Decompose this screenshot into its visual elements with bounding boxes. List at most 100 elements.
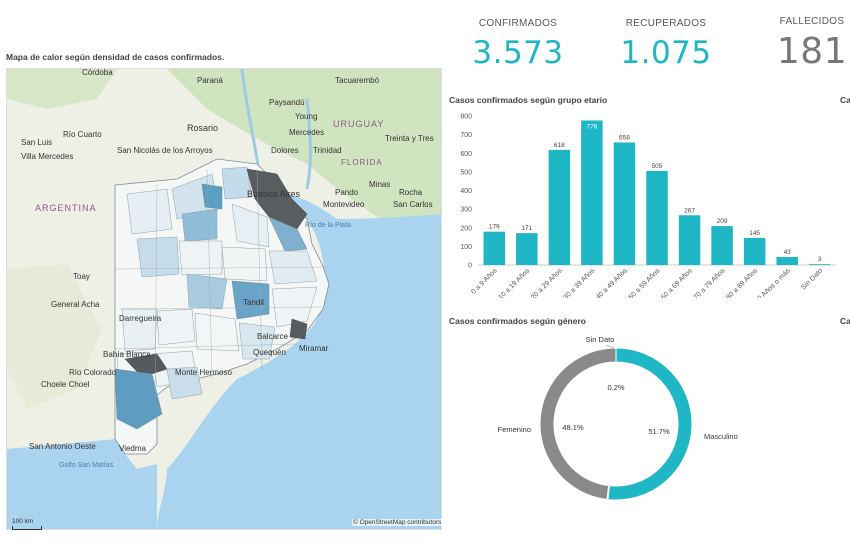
donut-labels: 51.7% 0.2% 48.1% Masculino Sin Dato Femenino xyxy=(498,335,738,441)
green-area-west xyxy=(7,264,102,409)
slice-category-label: Sin Dato xyxy=(586,335,615,344)
bar-11[interactable] xyxy=(808,264,831,265)
map-label-miramar: Miramar xyxy=(299,344,329,353)
bar-y-axis: 0 100 200 300 400 500 600 700 800 xyxy=(460,114,836,270)
map-label-florida: FLORIDA xyxy=(341,158,383,167)
partido[interactable] xyxy=(156,308,196,346)
bar-5[interactable] xyxy=(613,142,636,265)
y-tick-label: 0 xyxy=(468,263,472,270)
partido[interactable] xyxy=(201,183,223,210)
bar-data-label: 179 xyxy=(489,224,500,231)
bar-10[interactable] xyxy=(776,256,798,265)
bar-8[interactable] xyxy=(711,226,733,265)
map-label-buenos-aires: Buenos Aires xyxy=(247,189,301,199)
map-credit[interactable]: © OpenStreetMap contributors xyxy=(352,519,443,526)
map-label-san-carlos: San Carlos xyxy=(393,200,433,209)
kpi-deaths-label: FALLECIDOS xyxy=(779,16,845,27)
partido[interactable] xyxy=(178,240,223,276)
map-label-quequen: Quequén xyxy=(253,348,286,357)
partido[interactable] xyxy=(186,273,228,310)
map-label-dolores: Dolores xyxy=(271,146,299,155)
map-label-general-acha: General Acha xyxy=(51,300,100,309)
map-label-darregueira: Darregueira xyxy=(119,314,162,323)
ocean xyxy=(157,192,441,529)
bar-2[interactable] xyxy=(516,233,538,265)
x-tick-label: 50 a 59 Años xyxy=(628,267,662,298)
partido[interactable] xyxy=(121,308,158,352)
x-tick-label: 90 Años o más xyxy=(754,267,792,298)
partido[interactable] xyxy=(231,280,270,320)
slice-category-label: Femenino xyxy=(498,425,531,434)
golfo-san-matias xyxy=(7,439,157,529)
partido[interactable] xyxy=(231,203,270,248)
bar-3[interactable] xyxy=(548,149,571,265)
bar-1[interactable] xyxy=(483,231,506,265)
map-label-rocha: Rocha xyxy=(399,188,423,197)
clipped-chart-title-top: Ca xyxy=(840,95,850,105)
partido[interactable] xyxy=(194,312,240,352)
donut-slice-1[interactable] xyxy=(607,347,693,501)
map-label-balcarce: Balcarce xyxy=(257,332,289,341)
partido[interactable] xyxy=(181,208,218,242)
green-area-north xyxy=(7,69,117,109)
map-label-rio-colorado: Río Colorado xyxy=(69,368,117,377)
partido[interactable] xyxy=(268,216,308,252)
bar-data-label: 43 xyxy=(784,249,792,256)
map-scale-bar: 100 km xyxy=(12,518,42,530)
map-scale-line xyxy=(12,526,42,530)
partido[interactable] xyxy=(136,236,180,278)
map-label-cordoba: Córdoba xyxy=(82,69,113,77)
donut-slices xyxy=(539,347,693,501)
bar-marks: 179 171 618 776 658 505 267 209 145 43 3 xyxy=(483,120,831,265)
slice-category-label: Masculino xyxy=(704,432,738,441)
partido[interactable] xyxy=(221,246,268,282)
kpi-confirmed-value: 3.573 xyxy=(472,35,564,71)
river-uruguay xyxy=(305,98,312,190)
kpi-recovered: RECUPERADOS 1.075 xyxy=(596,18,736,71)
bar-data-label: 505 xyxy=(652,163,663,170)
x-tick-label: 60 a 69 Años xyxy=(660,267,694,298)
kpi-deaths: FALLECIDOS 181 xyxy=(742,16,850,72)
map-label-bahia-blanca: Bahía Blanca xyxy=(103,350,151,359)
slice-percent-label: 51.7% xyxy=(648,427,670,436)
heatmap-map[interactable]: Córdoba Paraná Tacuarembó Paysandú Young… xyxy=(6,68,442,530)
bar-data-label: 776 xyxy=(586,123,597,130)
map-label-uruguay: URUGUAY xyxy=(333,119,384,129)
partido[interactable] xyxy=(238,322,276,360)
partido-amba[interactable] xyxy=(246,168,308,230)
kpi-deaths-value: 181 xyxy=(776,31,848,72)
map-label-rio-cuarto: Río Cuarto xyxy=(63,130,102,139)
y-tick-label: 800 xyxy=(460,114,472,121)
bar-7[interactable] xyxy=(678,215,701,265)
kpi-confirmed-label: CONFIRMADOS xyxy=(478,18,558,29)
bar-6[interactable] xyxy=(646,170,668,265)
x-tick-label: 10 a 19 Años xyxy=(497,267,531,298)
partido[interactable] xyxy=(271,286,318,328)
province-buenos-aires[interactable] xyxy=(114,158,330,455)
partido[interactable] xyxy=(221,166,253,200)
age-bar-chart[interactable]: 0 100 200 300 400 500 600 700 800 179 171 618 776 65… xyxy=(446,108,846,298)
bar-data-label: 145 xyxy=(749,230,760,237)
gender-donut-chart[interactable]: 51.7% 0.2% 48.1% Masculino Sin Dato Femenino xyxy=(446,330,836,520)
bar-data-label: 658 xyxy=(619,134,630,141)
map-label-san-luis: San Luis xyxy=(21,138,52,147)
donut-slice-3[interactable] xyxy=(539,347,617,501)
kpi-confirmed: CONFIRMADOS 3.573 xyxy=(448,18,588,71)
map-label-viedma: Viedma xyxy=(119,444,147,453)
bar-9[interactable] xyxy=(743,237,766,265)
map-label-san-antonio-oeste: San Antonio Oeste xyxy=(29,442,96,451)
partido[interactable] xyxy=(126,188,173,235)
map-label-choele-choel: Choele Choel xyxy=(41,380,90,389)
x-tick-label: 0 a 9 Años xyxy=(470,267,499,296)
x-tick-label: 80 a 89 Años xyxy=(725,267,759,298)
leader-line xyxy=(605,344,615,349)
partido-villarino[interactable] xyxy=(114,368,163,430)
age-chart-title: Casos confirmados según grupo etario xyxy=(449,95,608,105)
bar-4[interactable] xyxy=(581,120,603,265)
partido-necochea[interactable] xyxy=(289,318,308,340)
map-canvas[interactable]: Córdoba Paraná Tacuarembó Paysandú Young… xyxy=(7,69,442,530)
x-tick-label: 30 a 39 Años xyxy=(562,267,596,298)
partido[interactable] xyxy=(166,366,203,400)
y-tick-label: 600 xyxy=(460,151,472,158)
